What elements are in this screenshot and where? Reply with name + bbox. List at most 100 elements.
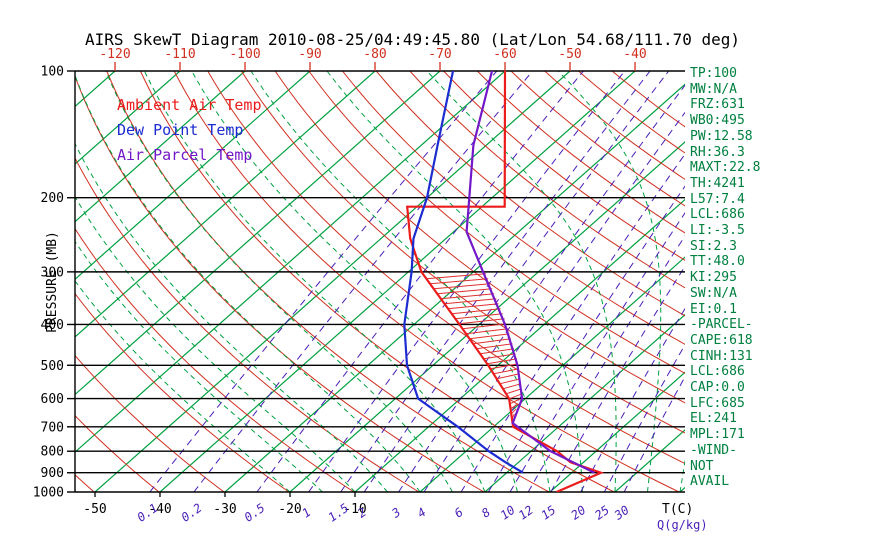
- dry-adiabat-line: [375, 71, 685, 317]
- isotherm-line: [419, 256, 685, 492]
- dry-adiabat-line: [578, 71, 685, 154]
- stats-line: NOT: [690, 458, 714, 474]
- cape-hatch-line: [448, 303, 499, 310]
- mixing-ratio-line: [398, 84, 685, 492]
- cape-hatch-line: [480, 348, 515, 355]
- cape-hatch-line: [473, 338, 511, 345]
- cape-hatch-line: [509, 398, 521, 405]
- dry-adiabat-line: [240, 71, 685, 434]
- stats-line: LCL:686: [690, 364, 745, 380]
- top-axis-tick-label: -90: [298, 47, 321, 62]
- top-axis-tick-label: -100: [229, 47, 260, 62]
- stats-line: L57:7.4: [690, 191, 745, 207]
- mixing-ratio-label: 12: [516, 503, 536, 523]
- isotherm-line: [354, 198, 685, 492]
- top-axis-tick-label: -40: [623, 47, 646, 62]
- cape-hatch-line: [458, 318, 505, 325]
- pressure-tick-label: 400: [41, 318, 64, 333]
- cape-hatch-line: [502, 383, 521, 390]
- cape-hatch-line: [510, 403, 519, 410]
- top-axis-tick-label: -110: [164, 47, 195, 62]
- mixing-ratio-line: [550, 265, 685, 492]
- moist-adiabat-line: [191, 71, 518, 492]
- stats-line: MAXT:22.8: [690, 160, 761, 176]
- dry-adiabat-line: [75, 354, 225, 492]
- top-axis-tick-label: -50: [558, 47, 581, 62]
- mixing-ratio-label: 10: [498, 503, 518, 523]
- mixing-ratio-label: 2: [355, 505, 369, 521]
- dry-adiabat-line: [342, 71, 685, 345]
- cape-hatch-line: [426, 273, 487, 280]
- dry-adiabat-line: [308, 71, 685, 374]
- stats-line: LFC:685: [690, 395, 745, 411]
- mixing-ratio-label: 3: [389, 505, 404, 521]
- mixing-ratio-line: [256, 71, 584, 492]
- stats-line: CINH:131: [690, 348, 753, 364]
- moist-adiabat-line: [144, 71, 486, 492]
- dry-adiabat-line: [75, 227, 355, 492]
- stats-line: SI:2.3: [690, 238, 737, 254]
- cape-hatch-line: [455, 313, 503, 320]
- bottom-temp-label: -40: [148, 502, 171, 517]
- legend-item: Ambient Air Temp: [117, 96, 262, 114]
- stats-line: -PARCEL-: [690, 317, 753, 333]
- stats-panel: TP:100 MW:N/A FRZ:631 WB0:495 PW:12.58 RH:36.…: [690, 66, 760, 490]
- dry-adiabat-line: [75, 74, 485, 492]
- mixing-ratio-label: 6: [452, 505, 466, 521]
- pressure-tick-label: 300: [41, 265, 64, 280]
- cape-hatch-line: [444, 298, 497, 305]
- stats-line: EI:0.1: [690, 301, 737, 317]
- dry-adiabat-line: [173, 71, 680, 492]
- bottom-temp-label: -20: [278, 502, 301, 517]
- stats-line: TH:4241: [690, 175, 745, 191]
- cape-hatch-line: [487, 358, 518, 365]
- temp-unit-label: T(C): [662, 502, 693, 517]
- mixing-ratio-line: [193, 71, 533, 492]
- cape-hatch-line: [509, 393, 523, 400]
- trace-parcel: [465, 71, 595, 474]
- stats-line: CAPE:618: [690, 332, 753, 348]
- isotherm-line: [75, 71, 246, 223]
- dry-adiabat-line: [207, 71, 685, 465]
- mixing-ratio-label: 30: [611, 503, 632, 523]
- isotherm-line: [94, 71, 571, 492]
- mixing-ratio-label: 25: [592, 503, 612, 523]
- cape-hatch-line: [496, 373, 520, 380]
- dry-adiabat-line: [75, 414, 160, 492]
- pressure-tick-label: 600: [41, 392, 64, 407]
- cape-hatch-line: [476, 343, 513, 350]
- stats-line: EL:241: [690, 411, 737, 427]
- cape-hatch-line: [466, 328, 508, 335]
- pressure-tick-label: 700: [41, 420, 64, 435]
- isotherm-line: [75, 71, 181, 165]
- mixing-ratio-label: 8: [479, 505, 493, 521]
- cape-hatch-line: [437, 288, 493, 295]
- cape-hatch-line: [505, 388, 522, 395]
- mixing-ratio-line: [308, 71, 626, 492]
- mixing-ratio-line: [423, 111, 685, 492]
- dry-adiabat-line: [274, 71, 685, 404]
- stats-line: LI:-3.5: [690, 223, 745, 239]
- isotherm-line: [549, 371, 685, 492]
- stats-line: -WIND-: [690, 442, 737, 458]
- dry-adiabat-line: [544, 71, 685, 180]
- trace-ambient: [405, 71, 605, 492]
- legend-item: Air Parcel Temp: [117, 146, 253, 164]
- dry-adiabat-line: [443, 71, 685, 261]
- mixing-ratio-label: 4: [415, 505, 429, 521]
- bottom-temp-label: -10: [343, 502, 366, 517]
- chart-title: AIRS SkewT Diagram 2010-08-25/04:49:45.8…: [85, 30, 741, 49]
- isotherm-line: [75, 71, 441, 396]
- pressure-tick-label: 500: [41, 359, 64, 374]
- pressure-tick-label: 900: [41, 466, 64, 481]
- stats-line: KI:295: [690, 270, 737, 286]
- stats-line: AVAIL: [690, 474, 730, 490]
- cape-hatch-line: [483, 353, 516, 360]
- isotherm-line: [289, 141, 685, 492]
- stats-line: FRZ:631: [690, 97, 745, 113]
- cape-hatch-line: [469, 333, 510, 340]
- mixing-ratio-label: 20: [568, 503, 588, 523]
- cape-hatch-line: [499, 378, 521, 385]
